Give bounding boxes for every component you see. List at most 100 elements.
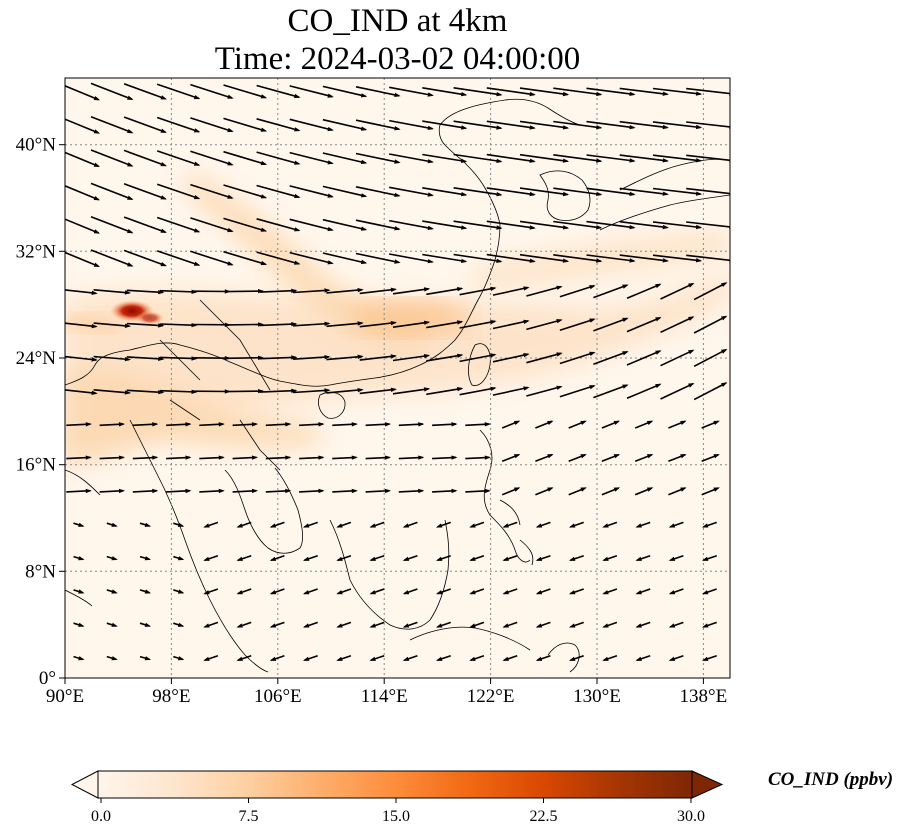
wind-arrow <box>586 220 635 229</box>
wind-arrow <box>392 321 429 328</box>
wind-arrow-head <box>427 225 434 230</box>
wind-arrow-head <box>336 556 343 561</box>
wind-arrow-head <box>695 124 703 130</box>
wind-arrow-head <box>596 158 603 163</box>
wind-arrow-head <box>111 556 118 561</box>
wind-arrow-head <box>688 283 695 288</box>
wind-arrow <box>259 323 296 327</box>
wind-arrow-head <box>622 284 629 289</box>
wind-arrow-head <box>336 656 343 661</box>
wind-arrow <box>190 183 233 199</box>
wind-arrow <box>693 315 727 334</box>
wind-arrow <box>289 85 333 98</box>
wind-arrow-head <box>158 356 165 361</box>
wind-arrow-head <box>394 192 401 197</box>
wind-arrow-head <box>602 590 609 595</box>
wind-arrow-head <box>193 95 201 100</box>
wind-arrow <box>486 87 535 96</box>
wind-arrow <box>553 154 601 162</box>
wind-arrow <box>626 383 661 400</box>
wind-arrow <box>226 290 263 293</box>
wind-arrow-head <box>177 656 185 661</box>
wind-arrow <box>693 282 727 301</box>
wind-arrow-head <box>668 590 676 595</box>
wind-arrow-head <box>451 488 458 494</box>
wind-arrow-head <box>721 382 728 387</box>
wind-arrow-head <box>502 623 509 628</box>
wind-arrow-head <box>152 455 159 460</box>
wind-arrow-head <box>294 260 301 265</box>
wind-arrow <box>156 116 200 133</box>
wind-arrow-head <box>357 321 364 326</box>
wind-arrow <box>126 356 163 360</box>
x-axis-ticks <box>64 678 704 684</box>
wind-arrow-head <box>402 656 410 661</box>
wind-arrow <box>619 220 668 229</box>
wind-arrow-head <box>662 91 669 96</box>
wind-arrow-head <box>622 317 629 322</box>
wind-arrow-head <box>160 262 167 267</box>
wind-arrow-head <box>569 590 576 595</box>
wind-arrow-head <box>260 260 268 266</box>
wind-arrow <box>486 220 535 229</box>
wind-arrow <box>459 387 496 396</box>
wind-arrow-head <box>269 523 277 528</box>
wind-arrow-head <box>251 488 258 494</box>
wind-arrow-head <box>580 420 587 425</box>
wind-arrow-head <box>547 420 554 425</box>
wind-arrow <box>626 350 661 366</box>
wind-arrow-head <box>158 290 165 295</box>
wind-arrow-head <box>384 488 391 494</box>
wind-arrow <box>123 249 166 267</box>
colorbar-tick-label: 0.0 <box>91 808 111 825</box>
wind-arrow-head <box>695 91 703 96</box>
wind-arrow-head <box>111 656 118 661</box>
wind-arrow <box>619 120 668 129</box>
wind-arrow-head <box>461 92 468 97</box>
wind-arrow-head <box>562 225 570 230</box>
wind-arrow-head <box>496 158 503 163</box>
wind-arrow-head <box>427 125 434 130</box>
wind-arrow <box>156 183 200 200</box>
wind-arrow-head <box>562 91 570 97</box>
wind-arrow <box>453 220 502 229</box>
wind-arrow <box>553 254 601 262</box>
wind-arrow-head <box>227 94 234 99</box>
wind-arrow <box>160 323 197 327</box>
x-tick-label: 122°E <box>467 686 515 707</box>
wind-arrow <box>389 186 433 197</box>
wind-arrow-head <box>78 622 85 627</box>
wind-arrow-head <box>457 387 464 392</box>
wind-arrow-head <box>613 487 620 492</box>
wind-arrow-head <box>203 523 210 528</box>
wind-arrow <box>190 83 233 99</box>
wind-arrow-head <box>285 422 292 427</box>
wind-arrow-head <box>622 351 629 356</box>
wind-arrow-head <box>629 225 636 230</box>
wind-arrow-head <box>646 487 654 492</box>
wind-arrow <box>652 221 701 229</box>
wind-arrow-head <box>318 422 325 427</box>
wind-arrow-head <box>655 283 662 289</box>
wind-arrow-head <box>513 420 521 425</box>
wind-arrow-head <box>402 556 410 561</box>
wind-arrow <box>93 355 130 361</box>
colorbar-max-extension <box>691 770 724 799</box>
wind-arrow-head <box>390 354 397 359</box>
wind-arrow <box>65 185 99 201</box>
wind-arrow <box>586 254 635 262</box>
wind-arrow-head <box>303 556 310 561</box>
wind-arrow-head <box>218 455 225 460</box>
wind-arrow <box>90 82 133 101</box>
wind-arrow-head <box>423 387 431 392</box>
wind-arrow-head <box>535 623 543 628</box>
wind-arrow-head <box>436 590 443 595</box>
wind-arrow-head <box>193 228 201 233</box>
wind-arrow <box>593 384 628 399</box>
wind-arrow-head <box>218 422 225 427</box>
wind-arrow-head <box>218 488 225 494</box>
wind-arrow-head <box>357 288 364 293</box>
wind-arrow-head <box>523 286 530 291</box>
wind-arrow-head <box>562 158 570 163</box>
wind-arrow-head <box>569 623 576 628</box>
